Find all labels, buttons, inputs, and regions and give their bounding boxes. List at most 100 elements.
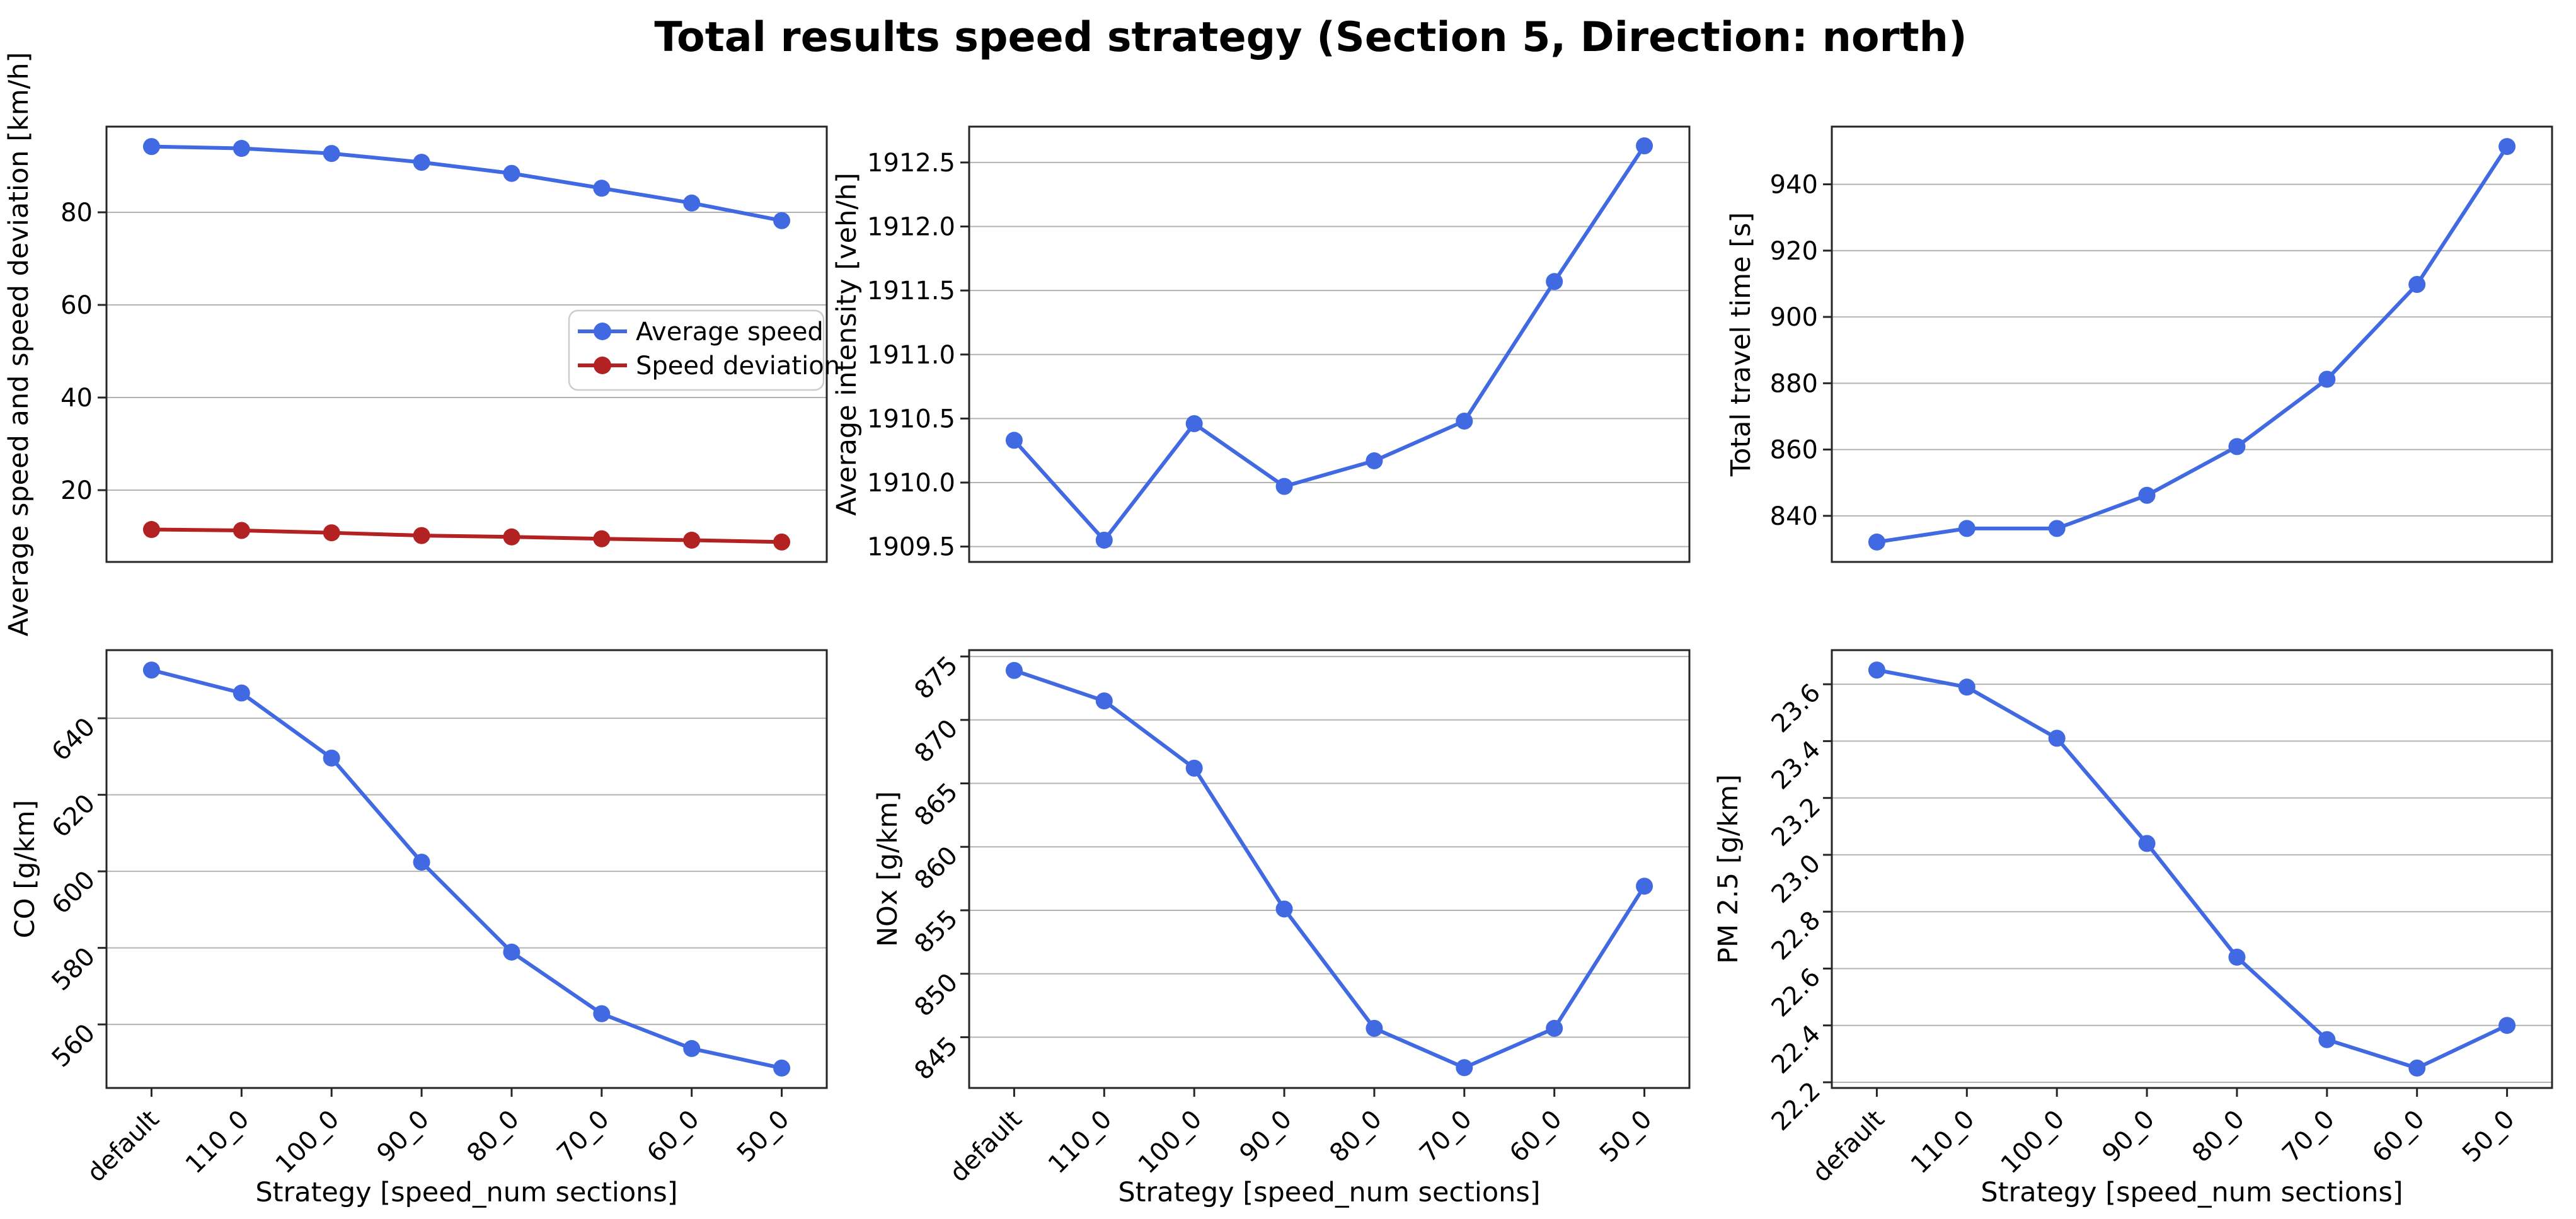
y-axis-label: PM 2.5 [g/km] (1713, 774, 1744, 964)
axes-border (968, 649, 1691, 1089)
x-tick-label: 110_0 (1043, 1105, 1118, 1180)
y-tick-label: 875 (909, 651, 964, 706)
data-point (233, 140, 250, 157)
series-line (1875, 144, 2509, 544)
data-point (683, 1039, 701, 1057)
y-tick-label: 1910.5 (867, 404, 955, 433)
legend-label: Speed deviation (636, 352, 840, 381)
data-point (683, 531, 701, 549)
chart-speed: 20 40 60 80 Average speed and speed deviatio… (3, 52, 840, 637)
data-point (2408, 1059, 2426, 1077)
data-point (1868, 533, 1885, 551)
y-tick-label: 940 (1770, 171, 1818, 200)
y-tick-label: 23.4 (1766, 735, 1827, 796)
y-tick-label: 920 (1770, 237, 1818, 266)
data-point (1636, 137, 1653, 154)
data-point (2048, 730, 2066, 747)
y-axis-label: CO [g/km] (9, 800, 41, 939)
series-line (1012, 668, 1647, 1070)
data-point (1868, 661, 1885, 679)
data-point (1958, 678, 1975, 696)
y-tick-label: 22.4 (1766, 1019, 1827, 1080)
x-tick-label: 60_0 (2367, 1105, 2430, 1169)
data-point (503, 943, 520, 961)
data-point (773, 1059, 791, 1077)
data-point (1546, 273, 1563, 290)
data-point (413, 527, 430, 544)
data-point (773, 212, 791, 229)
x-tick-label: 50_0 (1594, 1105, 1658, 1169)
y-tick-label: 865 (909, 777, 964, 832)
y-tick-label: 1912.0 (867, 213, 955, 242)
y-tick-label: 80 (60, 198, 93, 227)
axes-border (1831, 125, 2553, 563)
chart-co: 560 580 600 620 640 default 110_0 100_0 90_0 80_0… (9, 649, 828, 1208)
data-point (413, 154, 430, 171)
x-axis-label: Strategy [speed_num sections] (1118, 1177, 1540, 1208)
data-point (773, 533, 791, 551)
x-tick-label: 70_0 (1414, 1105, 1478, 1169)
data-point (2048, 520, 2066, 537)
chart-nox: 845 850 855 860 865 870 875 default 110_0 100_0 90… (872, 649, 1691, 1208)
y-tick-label: 580 (47, 942, 101, 997)
x-tick-label: 70_0 (551, 1105, 615, 1169)
y-tick-label: 640 (47, 713, 101, 767)
y-tick-label: 845 (909, 1031, 964, 1086)
series-line (1875, 668, 2509, 1070)
x-tick-label: default (1807, 1105, 1890, 1188)
x-tick-label: 60_0 (641, 1105, 705, 1169)
y-tick-label: 60 (60, 291, 93, 320)
data-point (1958, 520, 1975, 537)
y-tick-label: 900 (1770, 303, 1818, 332)
y-tick-label: 22.6 (1766, 963, 1827, 1023)
figure-title: Total results speed strategy (Section 5,… (654, 14, 1967, 61)
data-point (323, 749, 340, 767)
legend-sample-marker (594, 357, 611, 374)
data-point (413, 854, 430, 871)
legend-sample-marker (594, 323, 611, 340)
data-point (1005, 661, 1023, 679)
x-tick-label: 70_0 (2277, 1105, 2340, 1169)
data-point (2228, 948, 2246, 966)
data-point (2498, 138, 2516, 156)
x-tick-label: 90_0 (1234, 1105, 1297, 1169)
chart-travel-time: 840 860 880 900 920 940 Total travel time [s] (1725, 125, 2553, 563)
x-tick-label: 100_0 (270, 1105, 345, 1180)
axes-border (968, 125, 1691, 563)
x-axis-label: Strategy [speed_num sections] (255, 1177, 677, 1208)
axes-border (105, 125, 828, 563)
y-tick-label: 23.6 (1766, 678, 1827, 739)
data-point (323, 145, 340, 163)
y-tick-label: 600 (47, 866, 101, 920)
data-point (503, 164, 520, 182)
data-point (2138, 835, 2156, 852)
y-tick-label: 560 (47, 1019, 101, 1073)
x-tick-label: 80_0 (461, 1105, 525, 1169)
data-point (142, 521, 160, 539)
data-point (233, 684, 250, 702)
data-point (142, 138, 160, 156)
data-point (503, 528, 520, 546)
x-tick-label: default (81, 1105, 164, 1188)
data-point (1636, 878, 1653, 895)
legend-box (568, 309, 825, 391)
data-point (593, 1005, 611, 1022)
data-point (1546, 1019, 1563, 1037)
data-point (1456, 412, 1473, 430)
x-tick-label: 100_0 (1996, 1105, 2071, 1180)
y-tick-label: 1911.5 (867, 277, 955, 306)
y-tick-label: 40 (60, 384, 93, 413)
axes-border (1831, 649, 2553, 1089)
y-tick-label: 870 (909, 714, 964, 769)
data-point (1185, 415, 1203, 433)
data-point (1185, 759, 1203, 777)
y-axis-label: Total travel time [s] (1725, 212, 1757, 477)
y-tick-label: 855 (909, 905, 964, 959)
y-axis-label: Average speed and speed deviation [km/h] (3, 52, 35, 637)
x-axis-label: Strategy [speed_num sections] (1981, 1177, 2403, 1208)
data-point (2318, 370, 2336, 388)
y-tick-label: 1909.5 (867, 533, 955, 562)
x-tick-label: 50_0 (2457, 1105, 2521, 1169)
data-point (2138, 486, 2156, 504)
